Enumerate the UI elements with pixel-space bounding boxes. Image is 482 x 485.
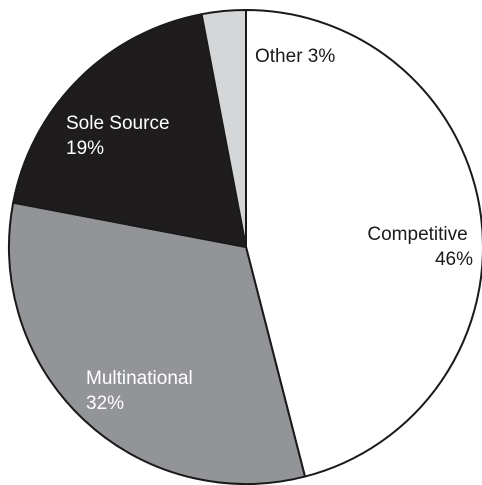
pie-slice-other — [200, 9, 247, 248]
label-competitive-name: Competitive — [367, 224, 467, 245]
label-competitive-percent: 46% — [435, 249, 473, 270]
label-other-name: Other 3% — [255, 46, 335, 67]
label-other: Other 3% — [255, 46, 335, 67]
label-sole-source-percent: 19% — [66, 138, 104, 159]
pie-slice-multinational — [8, 201, 306, 485]
label-multinational-percent: 32% — [86, 393, 124, 414]
label-multinational: Multinational 32% — [86, 368, 198, 414]
pie-slices — [8, 9, 482, 485]
pie-labels: Competitive 46% Multinational 32% Sole S… — [66, 46, 473, 414]
pie-slice-sole-source — [12, 13, 247, 248]
label-competitive: Competitive 46% — [367, 224, 473, 270]
pie-slice-competitive — [245, 9, 482, 478]
label-sole-source: Sole Source 19% — [66, 113, 175, 159]
label-sole-source-name: Sole Source — [66, 113, 170, 134]
label-multinational-name: Multinational — [86, 368, 193, 389]
